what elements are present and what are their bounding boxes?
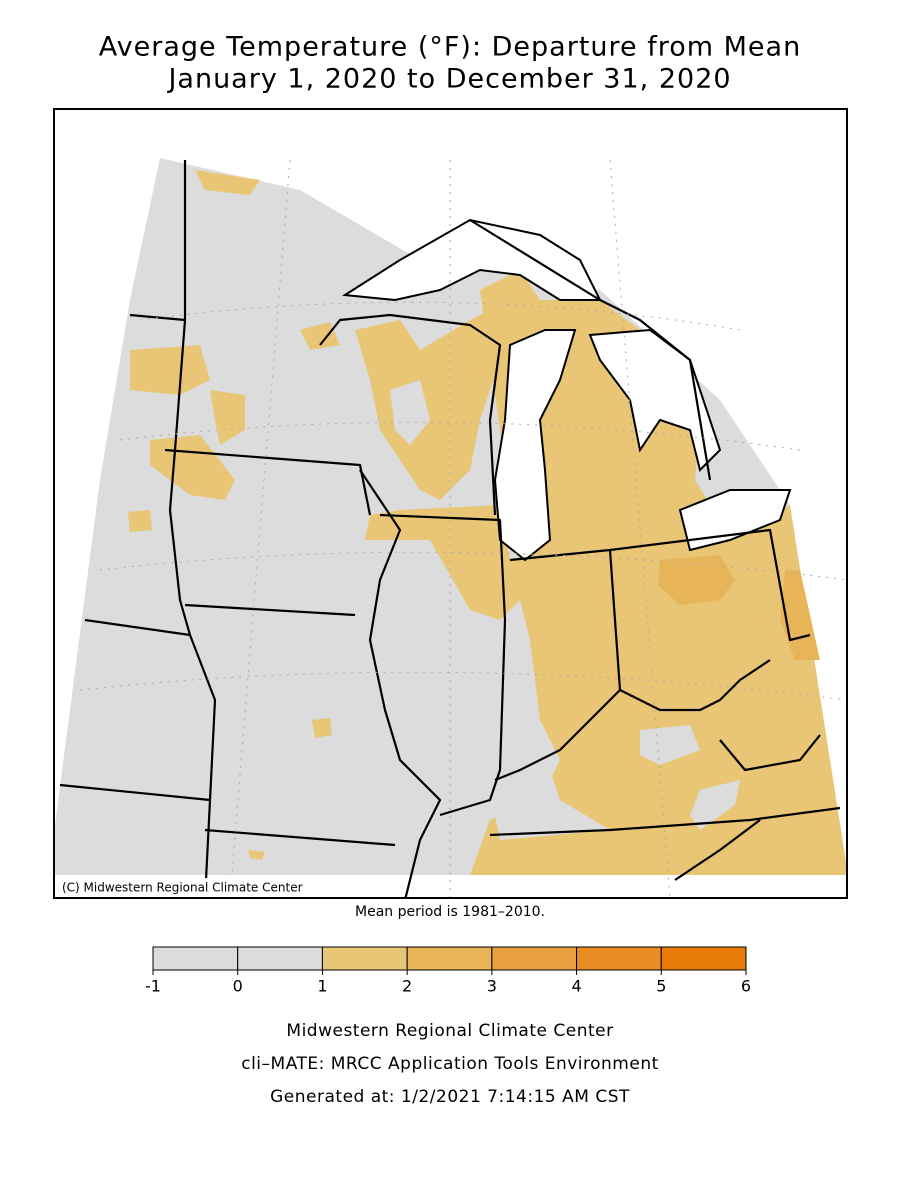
colorbar-bin [576,946,662,971]
credit: (C) Midwestern Regional Climate Center [62,881,303,895]
colorbar-tick-label: 0 [233,977,243,996]
title-line: January 1, 2020 to December 31, 2020 [166,64,731,95]
map: (C) Midwestern Regional Climate Center M… [53,108,848,920]
departure-area [658,555,820,660]
colorbar-tick-label: 6 [741,977,751,996]
colorbar-bin [237,946,323,971]
colorbar-tick-label: 2 [402,977,412,996]
credit-box [55,878,335,897]
footer-line: Generated at: 1/2/2021 7:14:15 AM CST [270,1087,630,1107]
map-frame [53,108,848,899]
colorbar-bin [321,946,408,971]
colorbar-tick-label: 4 [571,977,581,996]
state-border [59,160,841,898]
lake [342,218,792,562]
colorbar-tick-label: -1 [145,977,161,996]
colorbar-tick-label: 3 [487,977,497,996]
colorbar: -1 0 1 2 3 4 5 6 [145,946,751,996]
near-normal-area [390,380,740,840]
colorbar-bin [152,946,239,971]
colorbar-bin [406,946,493,971]
colorbar-tick-label: 5 [656,977,666,996]
footer-line: cli–MATE: MRCC Application Tools Environ… [241,1054,659,1074]
colorbar-bin [660,946,747,971]
colorbar-bin [491,946,578,971]
note: Mean period is 1981–2010. [355,904,545,920]
footer-line: Midwestern Regional Climate Center [286,1021,613,1041]
title-line: Average Temperature (°F): Departure from… [99,32,801,63]
colorbar-tick-label: 1 [317,977,327,996]
graticule [79,159,847,898]
